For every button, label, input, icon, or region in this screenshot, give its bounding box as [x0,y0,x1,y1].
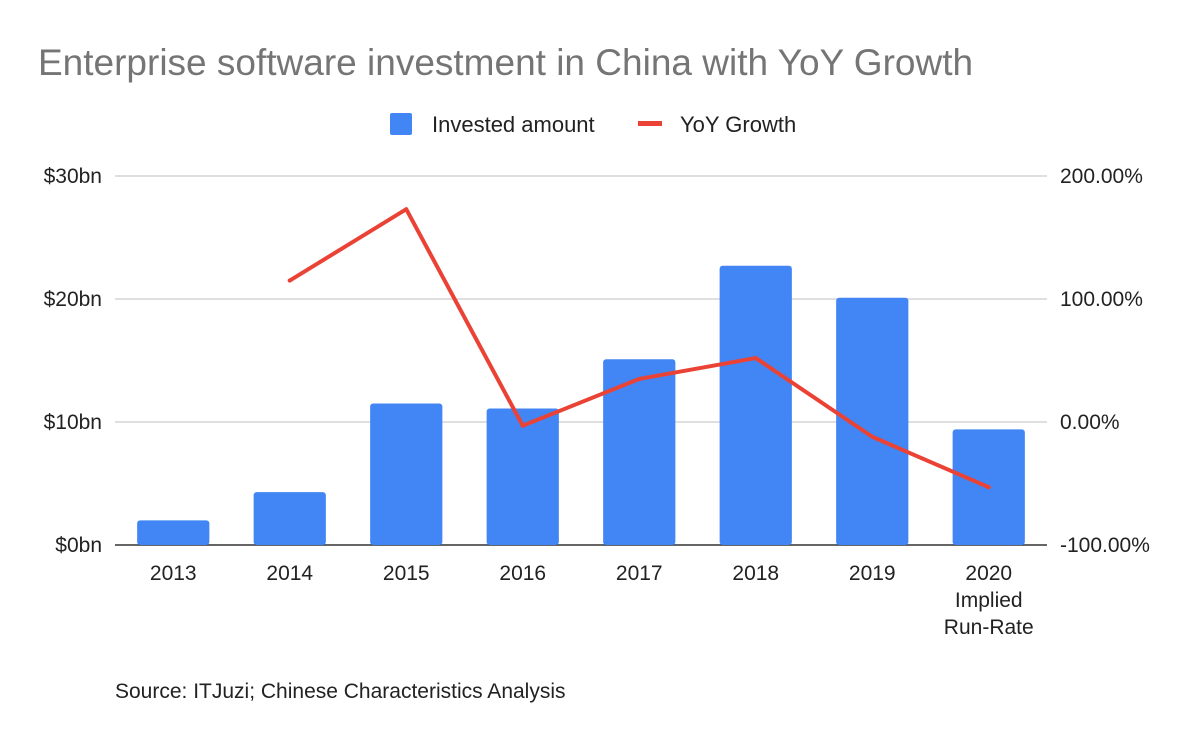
legend-label-yoy-growth: YoY Growth [680,112,796,137]
bar-2015 [370,403,443,545]
y-left-tick-label: $10bn [44,411,102,434]
y-right-tick-label: 100.00% [1060,288,1143,311]
x-tick-label-2020-implied-run-rate: 2020 Implied Run-Rate [944,562,1034,639]
y-left-tick-label: $30bn [44,165,102,188]
legend-swatch-yoy-growth [638,121,662,126]
y-left-tick-label: $20bn [44,288,102,311]
x-tick-label-2018: 2018 [732,562,779,585]
legend-swatch-invested-amount [390,113,412,135]
x-tick-label-2013: 2013 [150,562,197,585]
right-axis-ticks: -100.00% 0.00% 100.00% 200.00% [1060,165,1150,557]
bar-2014 [253,492,326,545]
left-axis-ticks: $0bn $10bn $20bn $30bn [44,165,102,557]
bar-2019 [836,297,909,545]
y-right-tick-label: 0.00% [1060,411,1120,434]
yoy-point-2019 [870,434,875,439]
legend: Invested amount YoY Growth [390,112,796,137]
x-tick-label-2019: 2019 [849,562,896,585]
source-note: Source: ITJuzi; Chinese Characteristics … [115,680,566,703]
bar-2016 [486,408,559,545]
bar-series [137,265,1025,545]
chart-title: Enterprise software investment in China … [38,42,973,83]
yoy-point-2015 [404,207,409,212]
line-series [287,207,991,490]
yoy-point-2014 [287,278,292,283]
yoy-point-2017 [637,376,642,381]
legend-label-invested-amount: Invested amount [432,112,595,137]
bar-2013 [137,520,210,545]
y-left-tick-label: $0bn [55,534,102,557]
y-right-tick-label: -100.00% [1060,534,1150,557]
x-tick-label-2015: 2015 [383,562,430,585]
x-axis-ticks: 2013 2014 2015 2016 2017 2018 2019 2020 Implied R… [150,562,1034,639]
bar-2017 [603,359,676,545]
x-tick-label-2017: 2017 [616,562,663,585]
yoy-point-2020-implied-run-rate [986,485,991,490]
yoy-point-2016 [520,423,525,428]
x-tick-label-2014: 2014 [266,562,313,585]
x-tick-label-2016: 2016 [499,562,546,585]
bar-2018 [719,265,792,545]
y-right-tick-label: 200.00% [1060,165,1143,188]
yoy-point-2018 [753,356,758,361]
